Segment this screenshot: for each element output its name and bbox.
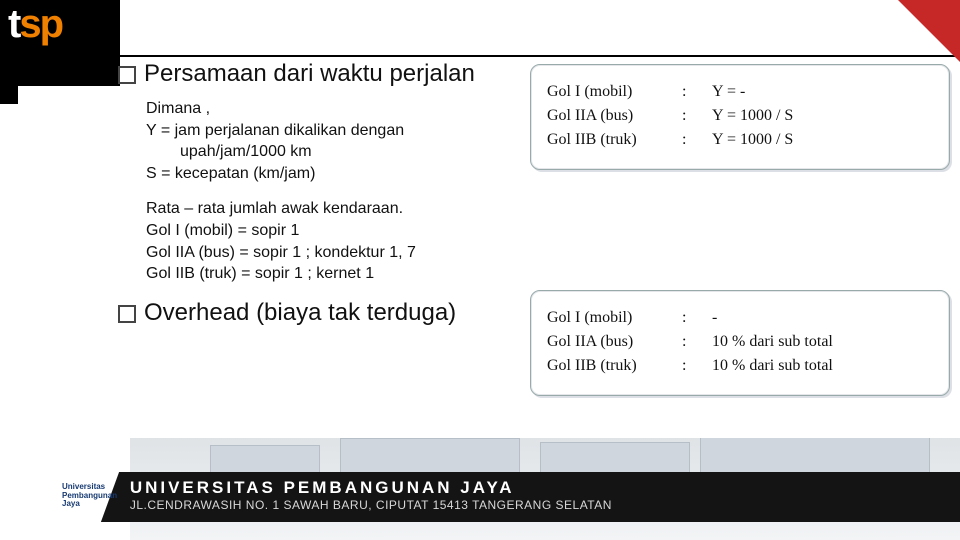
logo-letter-t: t	[8, 2, 19, 46]
eq-colon: :	[682, 131, 712, 149]
footer-banner: UNIVERSITAS PEMBANGUNAN JAYA JL.CENDRAWA…	[0, 438, 960, 540]
eq-label: Gol IIA (bus)	[547, 107, 682, 125]
awak-title: Rata – rata jumlah awak kendaraan.	[146, 198, 948, 220]
logo: tsp	[8, 2, 62, 47]
eq-label: Gol IIB (truk)	[547, 131, 682, 149]
eq-value: -	[712, 309, 717, 327]
eq-colon: :	[682, 83, 712, 101]
eq-row: Gol IIA (bus) : 10 % dari sub total	[547, 333, 933, 351]
eq-row: Gol I (mobil) : -	[547, 309, 933, 327]
eq-colon: :	[682, 107, 712, 125]
bullet-square-icon	[118, 66, 136, 84]
awak-gol2a: Gol IIA (bus) = sopir 1 ; kondektur 1, 7	[146, 242, 948, 264]
left-rail	[0, 56, 120, 86]
eq-row: Gol IIA (bus) : Y = 1000 / S	[547, 107, 933, 125]
eq-row: Gol IIB (truk) : Y = 1000 / S	[547, 131, 933, 149]
eq-label: Gol IIA (bus)	[547, 333, 682, 351]
logo-letters-sp: sp	[19, 2, 62, 46]
eq-value: Y = -	[712, 83, 745, 101]
awak-gol1: Gol I (mobil) = sopir 1	[146, 220, 948, 242]
eq-label: Gol I (mobil)	[547, 309, 682, 327]
eq-value: Y = 1000 / S	[712, 131, 793, 149]
eq-value: 10 % dari sub total	[712, 357, 833, 375]
eq-colon: :	[682, 309, 712, 327]
corner-triangle	[890, 0, 960, 62]
header-divider	[0, 55, 960, 57]
crest-text: Universitas Pembangunan Jaya	[62, 483, 117, 509]
eq-value: Y = 1000 / S	[712, 107, 793, 125]
bullet-square-icon	[118, 305, 136, 323]
eq-value: 10 % dari sub total	[712, 333, 833, 351]
equation-box-travel-time: Gol I (mobil) : Y = - Gol IIA (bus) : Y …	[530, 64, 950, 170]
awak-gol2b: Gol IIB (truk) = sopir 1 ; kernet 1	[146, 263, 948, 285]
university-address: JL.CENDRAWASIH NO. 1 SAWAH BARU, CIPUTAT…	[130, 498, 960, 512]
footer-stripe: UNIVERSITAS PEMBANGUNAN JAYA JL.CENDRAWA…	[101, 472, 960, 522]
eq-row: Gol IIB (truk) : 10 % dari sub total	[547, 357, 933, 375]
eq-label: Gol IIB (truk)	[547, 357, 682, 375]
awak-block: Rata – rata jumlah awak kendaraan. Gol I…	[146, 198, 948, 284]
footer-stripe-text: UNIVERSITAS PEMBANGUNAN JAYA JL.CENDRAWA…	[112, 472, 960, 512]
university-name: UNIVERSITAS PEMBANGUNAN JAYA	[130, 478, 960, 498]
section-2-heading: Overhead (biaya tak terduga)	[144, 299, 456, 327]
eq-label: Gol I (mobil)	[547, 83, 682, 101]
header-bar: tsp	[0, 0, 960, 56]
left-rail-step	[0, 86, 18, 104]
eq-row: Gol I (mobil) : Y = -	[547, 83, 933, 101]
equation-box-overhead: Gol I (mobil) : - Gol IIA (bus) : 10 % d…	[530, 290, 950, 396]
section-1-heading: Persamaan dari waktu perjalan	[144, 60, 475, 88]
eq-colon: :	[682, 333, 712, 351]
footer-logo: Universitas Pembangunan Jaya	[56, 476, 112, 516]
eq-colon: :	[682, 357, 712, 375]
